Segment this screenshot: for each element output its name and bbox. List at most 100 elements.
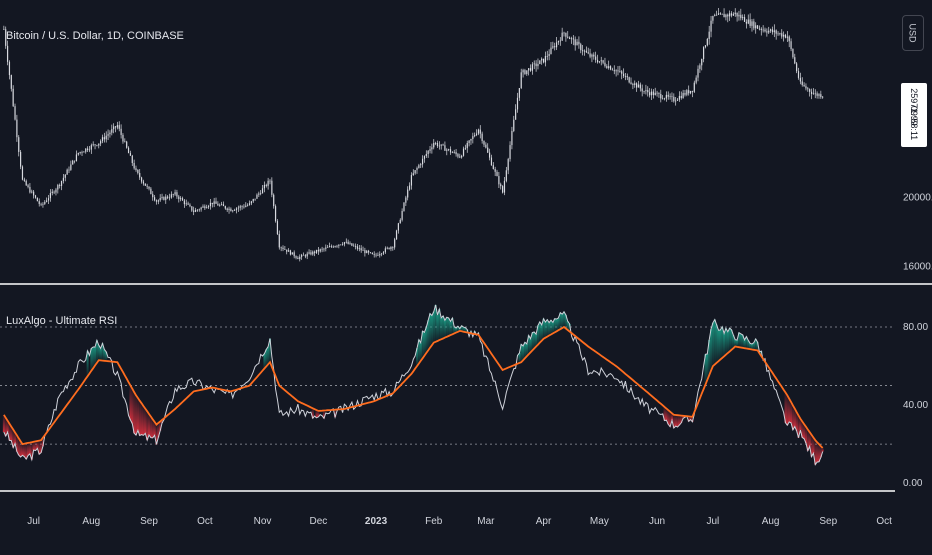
candle-body (3, 29, 5, 30)
overbought-fill (540, 324, 543, 341)
candle-body (742, 17, 744, 19)
candle-body (546, 56, 548, 57)
candle-body (686, 90, 688, 95)
rsi-tick-label: 0.00 (903, 478, 923, 489)
oversold-fill (810, 434, 813, 457)
candle-body (781, 33, 783, 37)
candle-body (16, 119, 18, 138)
currency-button[interactable]: USD (902, 15, 924, 51)
candle-body (414, 170, 416, 174)
candle-body (529, 68, 532, 71)
overbought-fill (101, 343, 104, 361)
candle-body (632, 83, 634, 85)
candle-body (284, 248, 286, 250)
candle-body (263, 184, 266, 189)
candle-body (148, 186, 150, 189)
candle-body (572, 38, 574, 40)
time-tick-label: Nov (254, 516, 272, 527)
overbought-fill (105, 351, 108, 361)
candle-body (628, 77, 630, 83)
candle-body (544, 56, 547, 63)
candle-body (472, 136, 474, 139)
candle-body (291, 252, 293, 255)
candle-body (403, 202, 405, 211)
candle-body (425, 154, 427, 157)
candle-body (583, 50, 586, 52)
oversold-fill (682, 415, 685, 419)
candle-body (362, 250, 364, 251)
overbought-fill (90, 348, 93, 371)
candle-body (440, 144, 442, 146)
candle-body (358, 248, 360, 249)
candle-body (451, 152, 453, 154)
candle-body (436, 142, 439, 147)
candle-body (10, 75, 12, 89)
candle-body (693, 82, 695, 92)
candle-body (319, 249, 321, 252)
candle-body (816, 93, 818, 96)
candle-body (537, 63, 539, 67)
oversold-fill (665, 408, 668, 421)
oversold-fill (801, 421, 804, 438)
overbought-fill (559, 312, 562, 330)
candle-body (165, 196, 167, 200)
candle-body (379, 254, 381, 256)
overbought-fill (548, 322, 551, 336)
candle-body (191, 206, 193, 211)
candle-body (611, 69, 614, 71)
candle-body (412, 173, 414, 176)
candle-body (31, 191, 33, 193)
candle-body (570, 38, 573, 40)
overbought-fill (92, 346, 95, 369)
grid-layer (0, 283, 932, 492)
candle-body (542, 58, 545, 63)
candle-body (351, 243, 353, 246)
overbought-fill (711, 322, 714, 367)
candle-body (539, 60, 541, 64)
candle-body (624, 76, 627, 77)
candle-body (410, 175, 413, 186)
overbought-fill (443, 320, 446, 338)
candle-body (167, 196, 169, 198)
candle-body (578, 41, 580, 45)
candle-body (810, 91, 813, 94)
candle-body (688, 90, 690, 94)
overbought-fill (460, 325, 463, 332)
candle-body (390, 247, 392, 250)
candle-body (453, 152, 455, 153)
oversold-fill (142, 405, 145, 436)
oversold-fill (38, 440, 41, 455)
oversold-fill (151, 419, 154, 438)
candle-body (516, 97, 519, 110)
candle-body (126, 141, 128, 148)
candle-body (680, 95, 682, 99)
candle-body (75, 154, 78, 161)
overbought-fill (538, 321, 541, 343)
candle-body (34, 195, 37, 198)
candle-body (427, 150, 429, 155)
candle-body (237, 207, 239, 209)
rsi-line (3, 304, 824, 466)
candle-body (684, 93, 686, 95)
overbought-fill (419, 342, 422, 361)
candle-body (803, 84, 805, 87)
candle-body (796, 63, 798, 72)
candle-body (235, 208, 238, 211)
candle-body (8, 61, 11, 76)
overbought-fill (456, 326, 459, 332)
candle-body (234, 210, 236, 211)
candle-body (267, 180, 269, 186)
oversold-fill (819, 446, 822, 458)
candle-body (354, 246, 357, 247)
candle-body (174, 192, 176, 195)
candle-body (665, 94, 667, 99)
candle-body (388, 247, 390, 250)
candle-body (254, 198, 256, 200)
overbought-fill (737, 332, 740, 348)
candle-body (163, 197, 165, 200)
candle-body (176, 192, 178, 197)
candle-body (490, 157, 493, 166)
candle-body (567, 36, 569, 38)
oversold-fill (691, 416, 694, 422)
candle-body (466, 143, 468, 149)
